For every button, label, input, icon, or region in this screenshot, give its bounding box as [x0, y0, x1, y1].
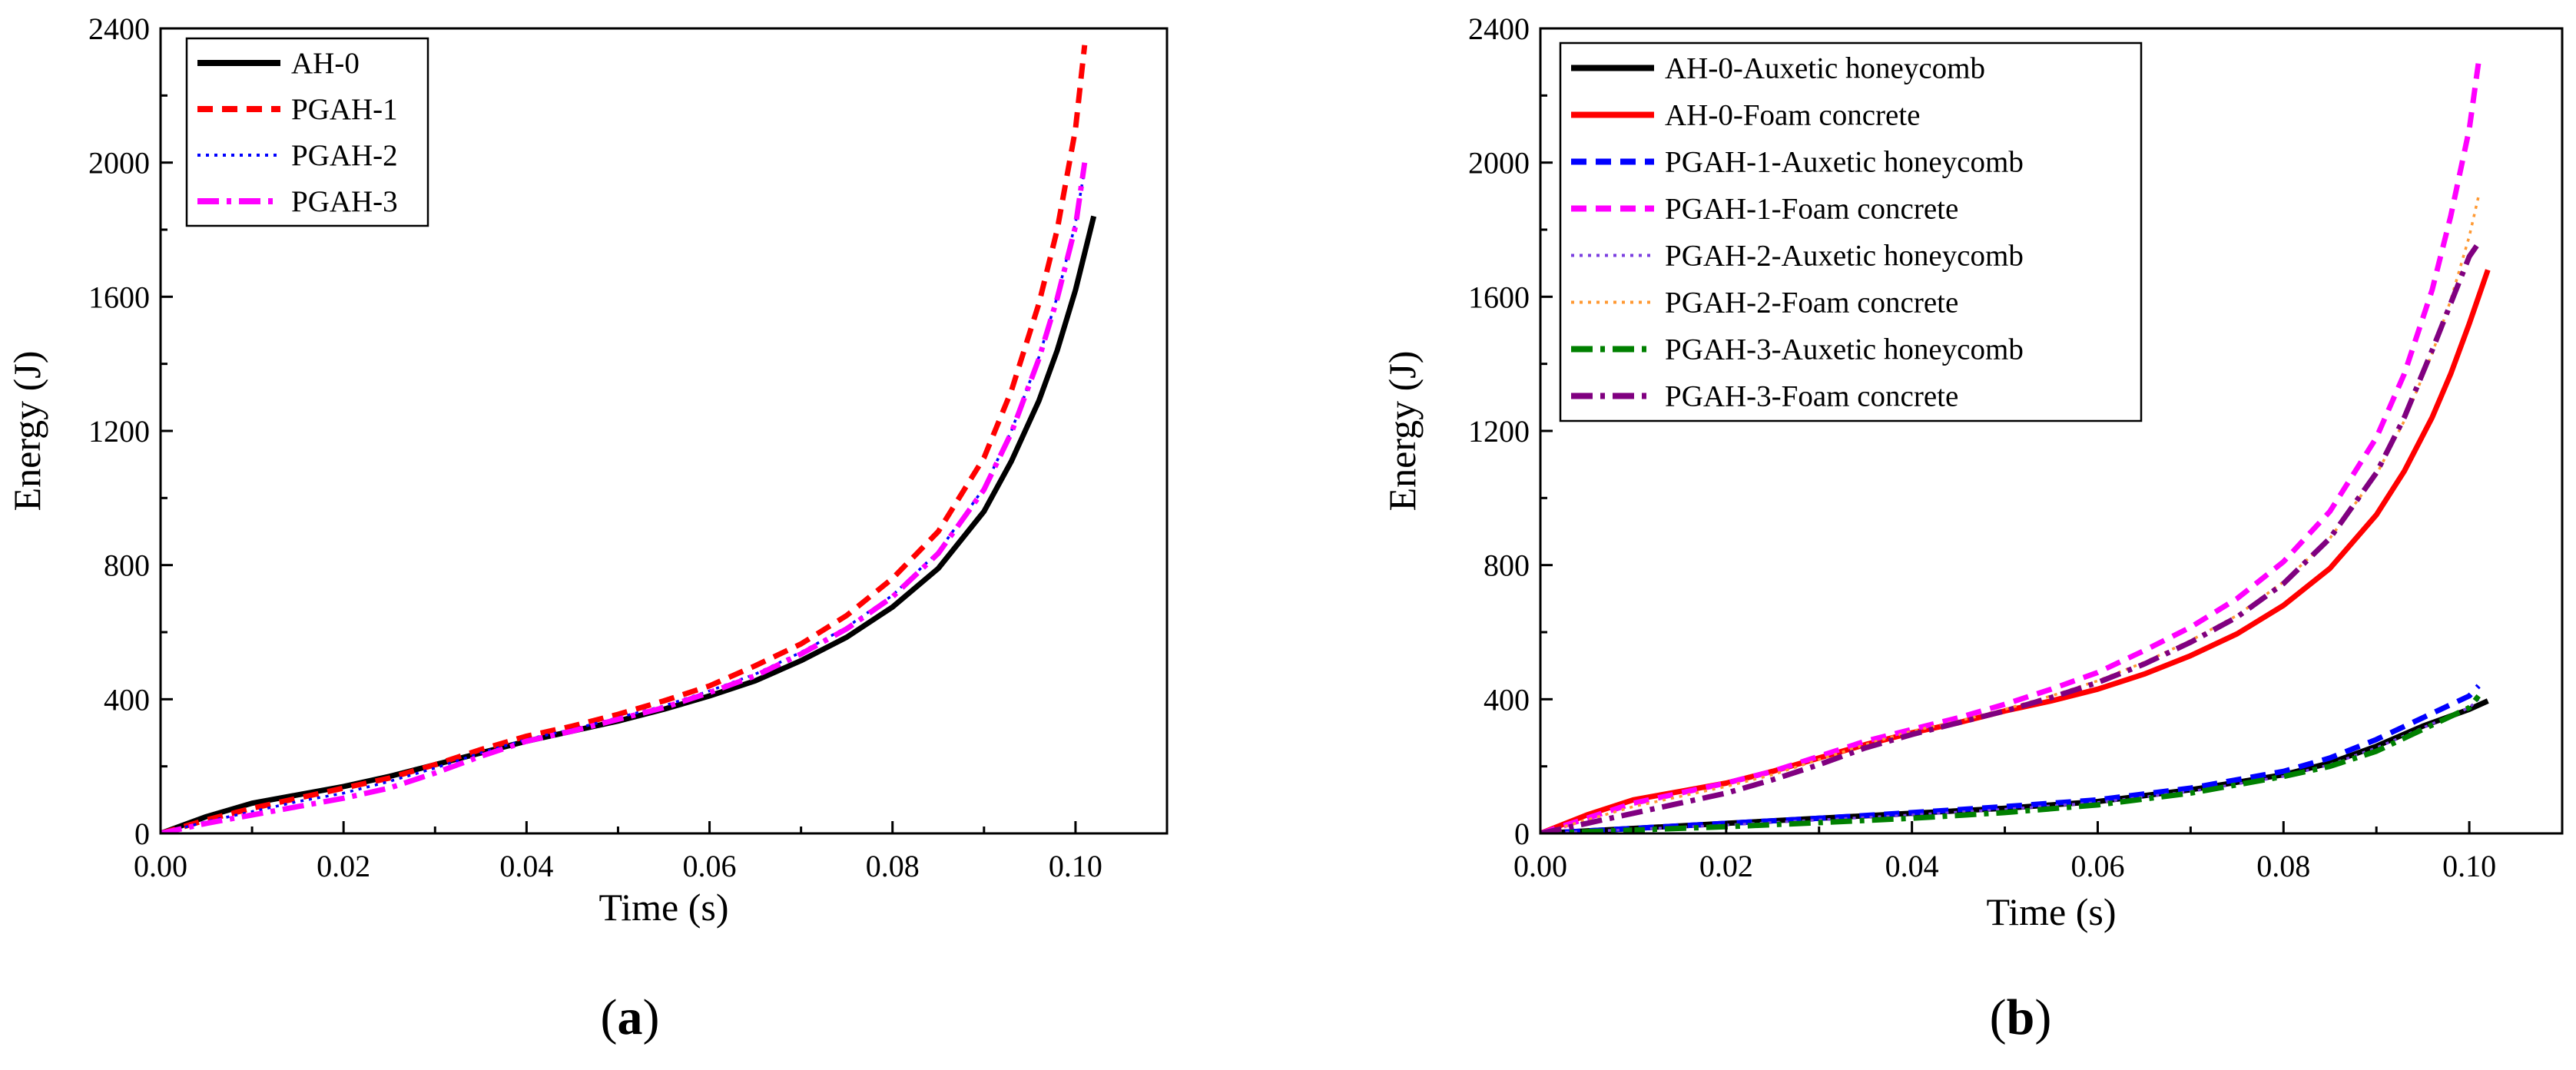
x-tick-label: 0.00	[134, 849, 187, 883]
y-tick-label: 800	[1484, 548, 1530, 583]
y-tick-label: 0	[134, 817, 150, 851]
x-axis-label: Time (s)	[1986, 890, 2116, 933]
legend-box	[185, 37, 429, 227]
legend-box	[1559, 41, 2143, 422]
x-tick-label: 0.00	[1513, 849, 1567, 883]
series-group	[161, 45, 1097, 833]
series-line-pgah-1	[161, 45, 1088, 833]
y-tick-label: 1200	[88, 414, 150, 449]
legend-label: PGAH-3	[291, 185, 398, 218]
x-tick-label: 0.04	[499, 849, 553, 883]
series-line-pgah-1-foam-concrete	[1540, 61, 2482, 833]
series-line-pgah-3	[161, 162, 1088, 833]
y-axis-label: Energy (J)	[1381, 351, 1424, 512]
y-axis-label: Energy (J)	[5, 351, 48, 512]
y-tick-label: 400	[1484, 682, 1530, 717]
x-tick-label: 0.04	[1885, 849, 1939, 883]
series-line-ah-0-foam-concrete	[1540, 269, 2491, 833]
y-tick-label: 0	[1514, 817, 1530, 851]
y-tick-label: 400	[104, 682, 150, 717]
y-tick-label: 1200	[1468, 414, 1530, 449]
series-line-ah-0	[161, 215, 1097, 833]
y-tick-label: 1600	[1468, 280, 1530, 314]
legend-label: PGAH-1-Auxetic honeycomb	[1665, 146, 2024, 179]
series-line-pgah-1-auxetic-honeycomb	[1540, 684, 2481, 833]
chart-panel-b: 0.00 0.02 0.04 0.06 0.08 0.10 0 400 800 1200 1600 2…	[1381, 12, 2564, 1045]
legend-label: PGAH-2	[291, 139, 398, 172]
y-tick-label: 2400	[1468, 12, 1530, 46]
x-tick-label: 0.10	[1049, 849, 1102, 883]
series-line-pgah-3-auxetic-honeycomb	[1540, 694, 2481, 833]
x-tick-label: 0.08	[866, 849, 920, 883]
panel-label: (a)	[601, 989, 660, 1045]
legend: AH-0 PGAH-1 PGAH-2 PGAH-3	[185, 37, 429, 227]
series-line-pgah-3-foam-concrete	[1540, 241, 2482, 833]
x-tick-label: 0.02	[1699, 849, 1753, 883]
legend-label: AH-0-Auxetic honeycomb	[1665, 52, 1985, 85]
y-tick-label: 2000	[88, 146, 150, 181]
x-tick-label: 0.10	[2442, 849, 2496, 883]
y-tick-label: 1600	[88, 280, 150, 314]
y-tick-label: 800	[104, 548, 150, 583]
x-tick-label: 0.02	[317, 849, 370, 883]
legend-label: AH-0-Foam concrete	[1665, 99, 1920, 132]
x-tick-label: 0.06	[683, 849, 737, 883]
legend-label: PGAH-2-Auxetic honeycomb	[1665, 240, 2024, 273]
legend-label: PGAH-1	[291, 93, 398, 126]
legend-label: AH-0	[291, 47, 360, 80]
panel-label: (b)	[1990, 989, 2052, 1045]
series-line-pgah-2	[161, 169, 1086, 833]
legend-label: PGAH-3-Auxetic honeycomb	[1665, 333, 2024, 366]
x-tick-label: 0.08	[2256, 849, 2310, 883]
legend-label: PGAH-3-Foam concrete	[1665, 380, 1958, 413]
chart-panel-a: 0.00 0.02 0.04 0.06 0.08 0.10 0 400 800 1200 1600 2…	[5, 12, 1169, 1045]
legend-label: PGAH-2-Foam concrete	[1665, 287, 1958, 320]
legend-label: PGAH-1-Foam concrete	[1665, 193, 1958, 226]
x-axis-label: Time (s)	[598, 886, 728, 929]
y-tick-label: 2400	[88, 12, 150, 46]
legend: AH-0-Auxetic honeycomb AH-0-Foam concrete…	[1559, 41, 2143, 422]
series-group	[1540, 61, 2491, 833]
y-tick-label: 2000	[1468, 146, 1530, 181]
x-tick-label: 0.06	[2070, 849, 2124, 883]
